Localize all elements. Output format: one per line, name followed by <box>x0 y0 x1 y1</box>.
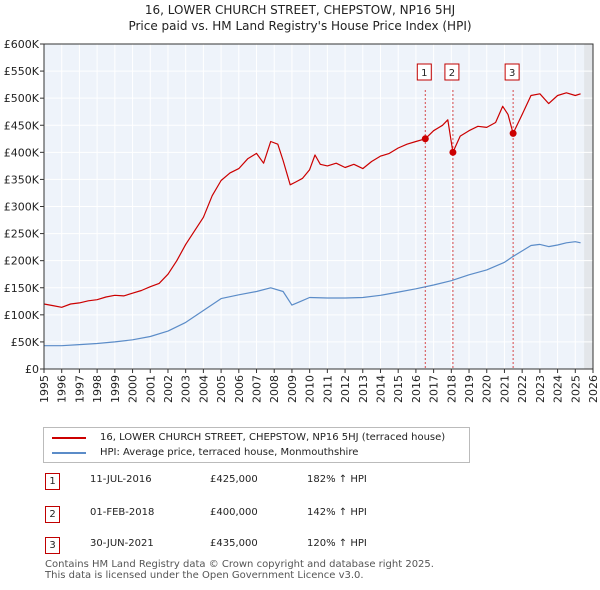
y-tick-label: £400K <box>4 146 40 159</box>
legend-label-hpi: HPI: Average price, terraced house, Monm… <box>100 447 359 458</box>
y-tick-label: £600K <box>4 38 40 51</box>
y-tick-label: £50K <box>11 336 40 349</box>
y-tick-label: £250K <box>4 228 40 241</box>
x-tick-label: 2010 <box>304 375 317 403</box>
price-chart: 1995 1996 1997 1998 1999 2000 2001 2002 2003 2004… <box>4 38 600 403</box>
x-tick-label: 2025 <box>569 375 582 403</box>
y-tick-label: £550K <box>4 65 40 78</box>
x-tick-label: 2006 <box>233 375 246 403</box>
x-tick-label: 2014 <box>374 375 387 403</box>
sale-label: 2 <box>449 68 455 79</box>
sale-point <box>421 135 429 143</box>
chart-subtitle: Price paid vs. HM Land Registry's House … <box>128 19 472 33</box>
sale-label: 3 <box>509 68 515 79</box>
x-tick-label: 2009 <box>286 375 299 403</box>
table-row: 1 11-JUL-2016 £425,000 182% ↑ HPI <box>42 472 472 490</box>
x-tick-label: 2023 <box>534 375 547 403</box>
y-tick-label: £500K <box>4 92 40 105</box>
sale-hpi-change: 182% ↑ HPI <box>307 474 367 485</box>
x-tick-label: 1996 <box>56 375 69 403</box>
sale-price: £425,000 <box>210 474 258 485</box>
sale-number-badge: 2 <box>45 506 60 523</box>
x-tick-label: 2020 <box>481 375 494 403</box>
y-tick-label: £350K <box>4 173 40 186</box>
x-tick-label: 2005 <box>215 375 228 403</box>
x-tick-label: 2000 <box>127 375 140 403</box>
x-tick-label: 1995 <box>38 375 51 403</box>
x-tick-label: 2018 <box>445 375 458 403</box>
x-tick-label: 2012 <box>339 375 352 403</box>
x-tick-label: 2022 <box>516 375 529 403</box>
table-row: 3 30-JUN-2021 £435,000 120% ↑ HPI <box>42 536 472 554</box>
legend-swatch-hpi <box>52 452 86 454</box>
sale-hpi-change: 120% ↑ HPI <box>307 538 367 549</box>
hpi-line <box>44 241 581 347</box>
sale-hpi-change: 142% ↑ HPI <box>307 507 367 518</box>
sale-date: 11-JUL-2016 <box>90 474 152 485</box>
y-tick-label: £0 <box>25 363 39 376</box>
sale-label-box <box>416 63 432 81</box>
chart-title: 16, LOWER CHURCH STREET, CHEPSTOW, NP16 … <box>144 3 456 17</box>
sale-price: £435,000 <box>210 538 258 549</box>
x-tick-label: 2003 <box>180 375 193 403</box>
property-price-line <box>43 92 581 308</box>
footer-line-2: This data is licensed under the Open Gov… <box>45 570 364 581</box>
x-tick-label: 2001 <box>144 375 157 403</box>
sale-number-badge: 1 <box>45 473 60 490</box>
plot-frame <box>43 43 594 370</box>
legend-swatch-property <box>52 437 86 439</box>
y-tick-label: £300K <box>4 201 40 214</box>
x-tick-label: 1998 <box>91 375 104 403</box>
sale-number-badge: 3 <box>45 537 60 554</box>
footer-line-1: Contains HM Land Registry data © Crown c… <box>45 559 434 570</box>
y-tick-label: £100K <box>4 309 40 322</box>
x-tick-label: 2021 <box>498 375 511 403</box>
y-tick-label: £200K <box>4 255 40 268</box>
x-tick-label: 1997 <box>73 375 86 403</box>
x-tick-label: 2026 <box>587 375 600 403</box>
sale-label-box <box>444 63 460 81</box>
x-tick-label: 2024 <box>552 375 565 403</box>
sale-date: 30-JUN-2021 <box>90 538 154 549</box>
sale-date: 01-FEB-2018 <box>90 507 155 518</box>
x-tick-label: 2015 <box>392 375 405 403</box>
legend-label-property: 16, LOWER CHURCH STREET, CHEPSTOW, NP16 … <box>100 432 446 443</box>
sale-point <box>449 148 457 156</box>
legend: 16, LOWER CHURCH STREET, CHEPSTOW, NP16 … <box>43 427 470 463</box>
sale-label: 1 <box>421 68 427 79</box>
table-row: 2 01-FEB-2018 £400,000 142% ↑ HPI <box>42 505 472 523</box>
chart-title-block: 16, LOWER CHURCH STREET, CHEPSTOW, NP16 … <box>0 0 600 34</box>
x-tick-label: 2008 <box>268 375 281 403</box>
x-tick-label: 2004 <box>197 375 210 403</box>
x-tick-label: 1999 <box>109 375 122 403</box>
x-tick-label: 2011 <box>321 375 334 403</box>
sale-label-box <box>504 63 520 81</box>
x-tick-label: 2013 <box>357 375 370 403</box>
sale-point <box>509 129 517 137</box>
y-tick-label: £450K <box>4 119 40 132</box>
x-tick-label: 2007 <box>251 375 264 403</box>
sale-price: £400,000 <box>210 507 258 518</box>
y-tick-label: £150K <box>4 282 40 295</box>
x-tick-label: 2017 <box>428 375 441 403</box>
x-tick-label: 2002 <box>162 375 175 403</box>
x-tick-label: 2019 <box>463 375 476 403</box>
x-tick-label: 2016 <box>410 375 423 403</box>
footer-attribution: Contains HM Land Registry data © Crown c… <box>45 559 434 581</box>
